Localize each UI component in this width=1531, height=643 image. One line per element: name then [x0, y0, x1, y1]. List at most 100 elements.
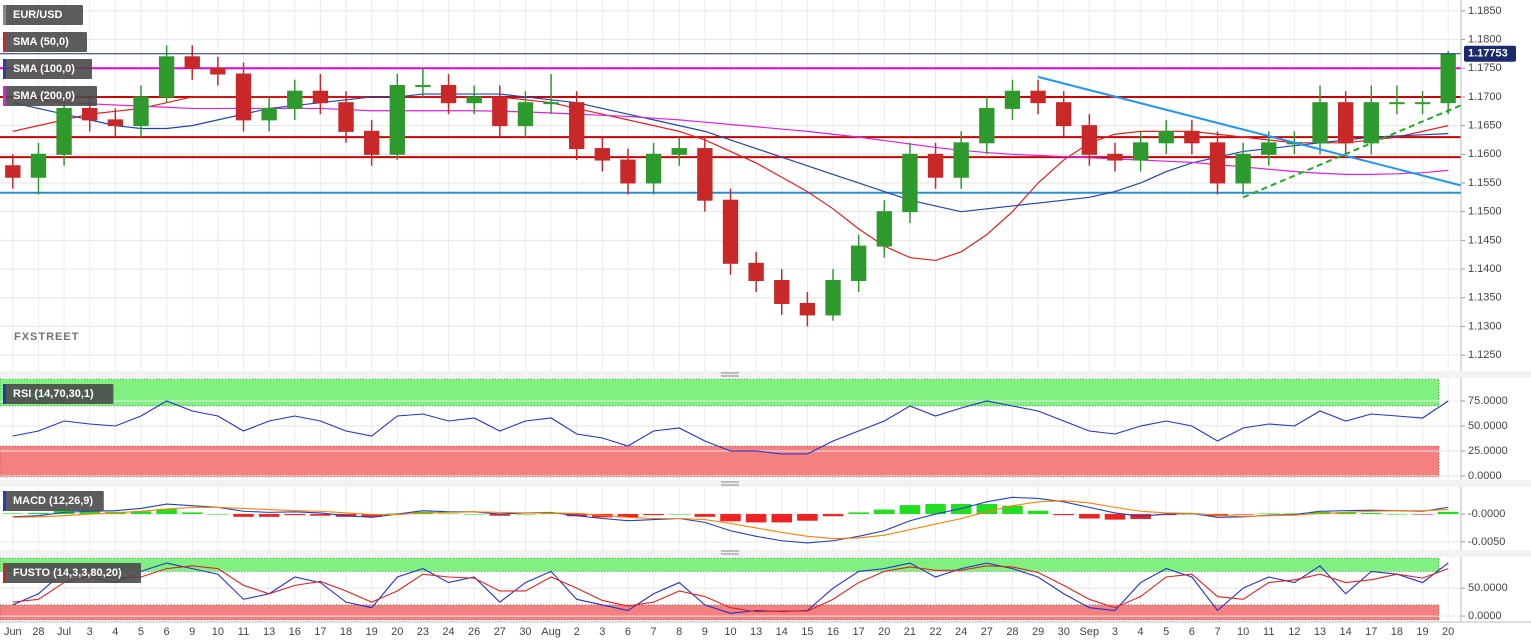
- watermark: FXSTREET: [14, 331, 79, 343]
- pane-grips[interactable]: [0, 371, 1531, 557]
- x-tick-label: 30: [519, 626, 531, 638]
- histogram-bar: [156, 509, 177, 515]
- histogram-bar: [284, 514, 306, 516]
- histogram-bar: [1412, 514, 1433, 515]
- y-tick-label: 1.1450: [1468, 234, 1502, 246]
- histogram-bar: [1335, 512, 1356, 515]
- candle-body: [1440, 53, 1456, 104]
- histogram-bar: [694, 514, 716, 517]
- histogram-bar: [79, 511, 100, 515]
- pane-separator[interactable]: [0, 371, 1531, 378]
- candle-body: [1389, 102, 1405, 105]
- legend-label: SMA (100,0): [13, 63, 75, 75]
- y-tick-label: 1.1500: [1468, 206, 1502, 218]
- x-tick-label: 29: [1032, 626, 1044, 638]
- candle-body: [5, 165, 21, 178]
- x-tick-label: 26: [468, 626, 480, 638]
- histogram-bar: [592, 514, 613, 518]
- histogram-bar: [925, 504, 946, 515]
- legend-swatch: [3, 5, 6, 25]
- y-tick-label: 25.0000: [1468, 445, 1508, 457]
- x-tick-label: 19: [366, 626, 378, 638]
- y-tick-label: -0.0050: [1468, 536, 1505, 548]
- x-tick-label: 19: [1416, 626, 1428, 638]
- pane-separator[interactable]: [0, 480, 1531, 487]
- x-tick-label: 6: [625, 626, 631, 638]
- histogram-bar: [540, 513, 562, 515]
- candle-body: [133, 96, 149, 127]
- candle-body: [1235, 153, 1251, 184]
- candle-body: [1030, 90, 1046, 104]
- x-tick-label: 4: [1138, 626, 1144, 638]
- y-tick-label: 1.1350: [1468, 292, 1502, 304]
- legend-label: RSI (14,70,30,1): [13, 388, 94, 400]
- y-tick-label: 0.0000: [1468, 610, 1502, 622]
- histogram-bar: [976, 504, 998, 515]
- x-tick-label: 13: [263, 626, 275, 638]
- x-tick-label: 15: [801, 626, 813, 638]
- x-tick-label: 30: [1058, 626, 1070, 638]
- histogram-bar: [258, 514, 280, 517]
- candle-body: [287, 90, 303, 109]
- y-tick-label: 50.0000: [1468, 420, 1508, 432]
- candle-body: [466, 96, 482, 104]
- y-tick-label: 1.1650: [1468, 120, 1502, 132]
- x-tick-label: 7: [651, 626, 657, 638]
- legend-label: FUSTO (14,3,3,80,20): [13, 567, 122, 579]
- x-tick-label: 13: [750, 626, 762, 638]
- x-tick-label: 14: [1340, 626, 1352, 638]
- x-tick-label: 14: [776, 626, 788, 638]
- y-tick-label: 1.1550: [1468, 177, 1502, 189]
- candle-body: [850, 245, 867, 282]
- histogram-bar: [899, 505, 921, 515]
- last-price-box: [1464, 45, 1516, 62]
- candle-body: [1056, 102, 1072, 127]
- x-tick-label: 3: [599, 626, 605, 638]
- candle-body: [30, 153, 47, 178]
- candle-body: [440, 84, 457, 104]
- histogram-bar: [1155, 514, 1177, 516]
- candle-body: [927, 153, 944, 178]
- histogram-bar: [771, 514, 793, 523]
- x-tick-label: 3: [87, 626, 93, 638]
- x-tick-label: 9: [189, 626, 195, 638]
- y-tick-label: 1.1800: [1468, 33, 1502, 45]
- histogram-bar: [1027, 510, 1049, 515]
- candle-body: [953, 142, 969, 178]
- x-tick-label: 8: [676, 626, 682, 638]
- candle-body: [569, 102, 585, 150]
- candle-body: [1363, 102, 1379, 144]
- legend-box: [3, 86, 97, 106]
- candle-body: [1081, 125, 1098, 155]
- candle-body: [389, 84, 405, 155]
- pane-separator[interactable]: [0, 550, 1531, 557]
- histogram-bar: [617, 514, 639, 518]
- histogram-bar: [1258, 513, 1280, 515]
- candle-body: [1107, 153, 1123, 161]
- candle-body: [517, 102, 534, 127]
- x-tick-label: Jul: [57, 626, 71, 638]
- histogram-bar: [1437, 511, 1459, 515]
- candle-body: [1004, 90, 1021, 109]
- histogram-bar: [797, 514, 818, 521]
- trendline: [1037, 75, 1461, 187]
- x-tick-label: 20: [391, 626, 403, 638]
- indicator-line: [12, 496, 1449, 544]
- x-tick-label: 11: [238, 626, 249, 638]
- candle-body: [82, 107, 98, 121]
- histogram-bar: [489, 514, 511, 516]
- legend-swatch: [3, 563, 6, 583]
- candle-body: [697, 148, 713, 201]
- legend-swatch: [3, 32, 6, 52]
- y-tick-label: 50.0000: [1468, 582, 1508, 594]
- candle-body: [799, 302, 816, 316]
- histogram-bar: [1386, 514, 1408, 515]
- candle-body: [825, 280, 841, 316]
- candle-body: [902, 153, 918, 213]
- trendline: [1242, 104, 1461, 199]
- histogram-bar: [745, 514, 767, 523]
- sma-line: [12, 96, 1449, 175]
- legend-box: [3, 32, 87, 52]
- candle-body: [107, 119, 124, 127]
- x-tick-label: 17: [1365, 626, 1377, 638]
